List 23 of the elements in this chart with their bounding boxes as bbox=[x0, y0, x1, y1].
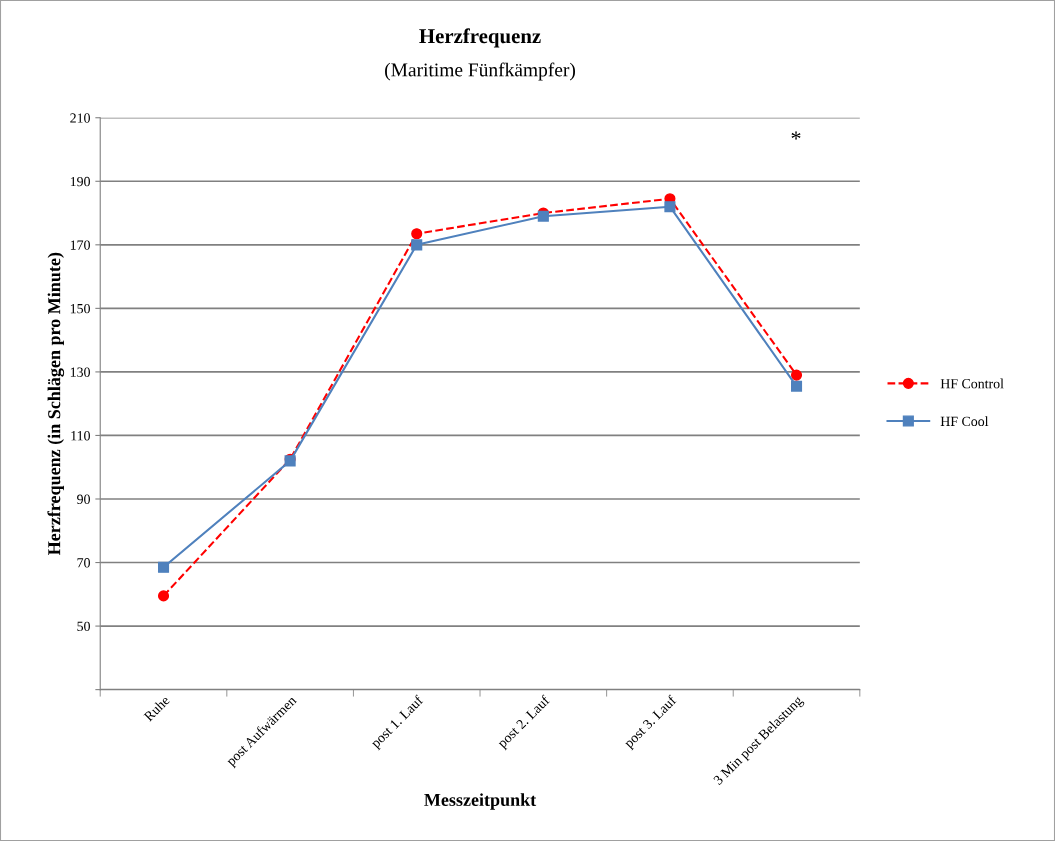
point bbox=[411, 239, 423, 251]
y-tick-label: 50 bbox=[77, 621, 90, 632]
y-tick-label: 130 bbox=[70, 367, 90, 377]
y-tick-label: 170 bbox=[70, 240, 90, 250]
y-axis-title: Herzfrequenz (in Schlägen pro Minute) bbox=[47, 252, 65, 555]
y-tick-label: 110 bbox=[71, 431, 90, 441]
point bbox=[157, 561, 170, 573]
annotation: * bbox=[791, 131, 801, 140]
point bbox=[790, 380, 803, 392]
chart-subtitle: (Maritime Fünfkämpfer) bbox=[385, 62, 576, 81]
y-tick-label: 70 bbox=[77, 558, 90, 568]
chart-title: Herzfrequenz bbox=[419, 28, 541, 48]
legend-label: HF Control bbox=[940, 378, 1004, 389]
x-axis-title: Messzeitpunkt bbox=[424, 793, 537, 810]
y-tick-label: 210 bbox=[70, 113, 90, 123]
y-tick-label: 190 bbox=[70, 176, 90, 187]
point bbox=[790, 369, 803, 381]
y-tick-label: 90 bbox=[77, 494, 90, 504]
point bbox=[411, 228, 423, 240]
y-tick-label: 150 bbox=[70, 303, 90, 314]
legend-label: HF Cool bbox=[940, 416, 989, 427]
point bbox=[157, 590, 170, 602]
point bbox=[664, 201, 676, 213]
